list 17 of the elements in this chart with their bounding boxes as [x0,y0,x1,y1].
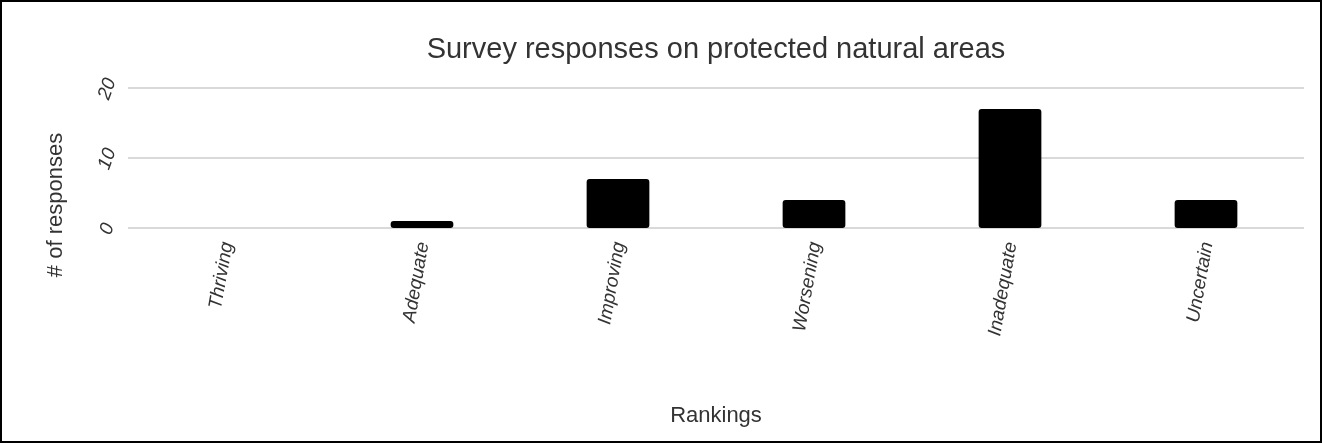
y-axis-title: # of responses [42,132,67,278]
bar [1174,200,1238,228]
chart-title: Survey responses on protected natural areas [426,32,1006,64]
x-tick-label: Worsening [788,239,825,334]
bar [586,179,650,228]
bar [978,109,1042,228]
bar [390,221,454,228]
y-tick-label: 20 [92,74,120,104]
x-tick-label: Adequate [397,240,433,325]
x-tick-label: Improving [593,239,629,326]
x-axis-title: Rankings [670,402,762,427]
bar [782,200,846,228]
x-tick-label: Uncertain [1181,240,1217,324]
y-tick-label: 0 [94,219,118,238]
x-tick-label: Thriving [204,239,237,311]
x-tick-label: Inadequate [983,240,1021,338]
y-tick-label: 10 [92,144,120,173]
